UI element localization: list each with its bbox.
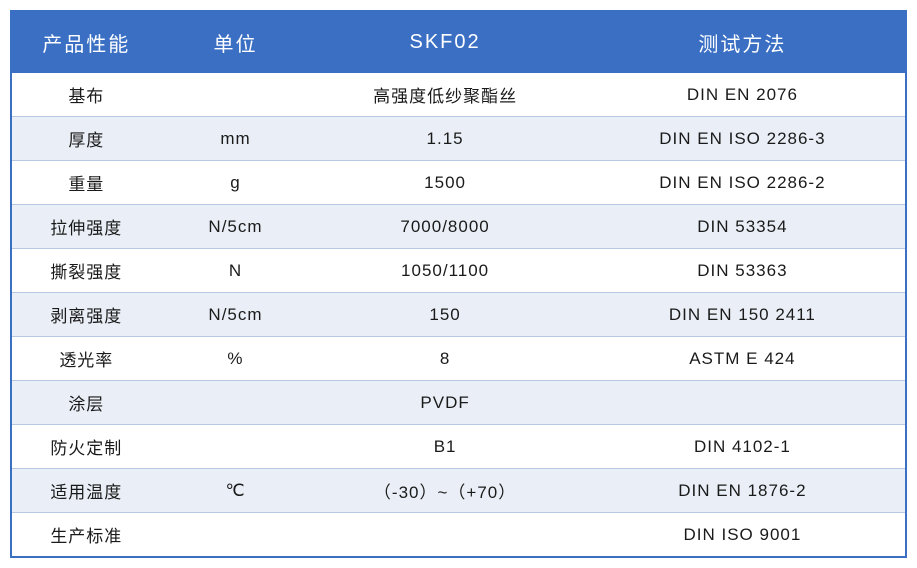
cell-value: （-30）~（+70） (310, 469, 579, 513)
header-value: SKF02 (310, 11, 579, 73)
cell-property: 防火定制 (11, 425, 161, 469)
table-row: 适用温度 ℃ （-30）~（+70） DIN EN 1876-2 (11, 469, 906, 513)
cell-property: 适用温度 (11, 469, 161, 513)
cell-property: 生产标准 (11, 513, 161, 558)
cell-value: 1050/1100 (310, 249, 579, 293)
cell-property: 撕裂强度 (11, 249, 161, 293)
table-row: 涂层 PVDF (11, 381, 906, 425)
table-header-row: 产品性能 单位 SKF02 测试方法 (11, 11, 906, 73)
cell-property: 拉伸强度 (11, 205, 161, 249)
cell-unit: N (161, 249, 311, 293)
cell-property: 基布 (11, 73, 161, 117)
cell-test: DIN EN ISO 2286-2 (580, 161, 906, 205)
cell-property: 涂层 (11, 381, 161, 425)
table-row: 防火定制 B1 DIN 4102-1 (11, 425, 906, 469)
cell-unit: ℃ (161, 469, 311, 513)
table-row: 生产标准 DIN ISO 9001 (11, 513, 906, 558)
cell-value: 1.15 (310, 117, 579, 161)
table-row: 剥离强度 N/5cm 150 DIN EN 150 2411 (11, 293, 906, 337)
cell-test: DIN EN 2076 (580, 73, 906, 117)
cell-unit: % (161, 337, 311, 381)
table-row: 透光率 % 8 ASTM E 424 (11, 337, 906, 381)
cell-test: DIN 53363 (580, 249, 906, 293)
cell-unit: N/5cm (161, 205, 311, 249)
cell-property: 剥离强度 (11, 293, 161, 337)
table-row: 厚度 mm 1.15 DIN EN ISO 2286-3 (11, 117, 906, 161)
cell-unit (161, 381, 311, 425)
cell-test: DIN 53354 (580, 205, 906, 249)
cell-unit: N/5cm (161, 293, 311, 337)
cell-unit (161, 73, 311, 117)
cell-unit (161, 513, 311, 558)
cell-value: PVDF (310, 381, 579, 425)
cell-value (310, 513, 579, 558)
cell-test: DIN 4102-1 (580, 425, 906, 469)
cell-value: 8 (310, 337, 579, 381)
cell-test: DIN ISO 9001 (580, 513, 906, 558)
cell-test (580, 381, 906, 425)
cell-value: B1 (310, 425, 579, 469)
cell-unit (161, 425, 311, 469)
cell-value: 高强度低纱聚酯丝 (310, 73, 579, 117)
cell-value: 150 (310, 293, 579, 337)
table-row: 撕裂强度 N 1050/1100 DIN 53363 (11, 249, 906, 293)
table-row: 拉伸强度 N/5cm 7000/8000 DIN 53354 (11, 205, 906, 249)
cell-unit: mm (161, 117, 311, 161)
table-row: 基布 高强度低纱聚酯丝 DIN EN 2076 (11, 73, 906, 117)
cell-test: DIN EN 150 2411 (580, 293, 906, 337)
cell-test: DIN EN ISO 2286-3 (580, 117, 906, 161)
cell-unit: g (161, 161, 311, 205)
cell-property: 重量 (11, 161, 161, 205)
cell-property: 厚度 (11, 117, 161, 161)
cell-value: 7000/8000 (310, 205, 579, 249)
table-row: 重量 g 1500 DIN EN ISO 2286-2 (11, 161, 906, 205)
cell-test: ASTM E 424 (580, 337, 906, 381)
table-body: 基布 高强度低纱聚酯丝 DIN EN 2076 厚度 mm 1.15 DIN E… (11, 73, 906, 557)
product-spec-table: 产品性能 单位 SKF02 测试方法 基布 高强度低纱聚酯丝 DIN EN 20… (10, 10, 907, 558)
header-unit: 单位 (161, 11, 311, 73)
cell-property: 透光率 (11, 337, 161, 381)
header-test: 测试方法 (580, 11, 906, 73)
cell-value: 1500 (310, 161, 579, 205)
header-property: 产品性能 (11, 11, 161, 73)
cell-test: DIN EN 1876-2 (580, 469, 906, 513)
